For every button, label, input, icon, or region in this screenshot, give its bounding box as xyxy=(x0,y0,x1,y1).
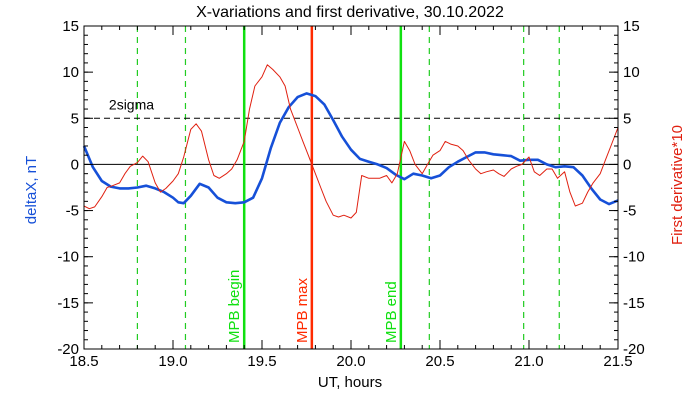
y-tick-label-left-2: 5 xyxy=(71,110,79,127)
x-tick-label-4: 20.5 xyxy=(425,353,454,370)
y-axis-label-right: First derivative*10 xyxy=(669,125,686,245)
marker-label-0: MPB begin xyxy=(226,270,243,343)
x-tick-label-2: 19.5 xyxy=(247,353,276,370)
y-tick-label-left-7: -20 xyxy=(57,341,79,358)
sigma-label: 2sigma xyxy=(109,96,154,112)
y-tick-label-left-4: -5 xyxy=(66,203,79,220)
y-tick-label-right-4: -5 xyxy=(623,203,636,220)
x-tick-label-3: 20.0 xyxy=(336,353,365,370)
y-axis-label-left: deltaX, nT xyxy=(23,156,40,224)
x-tick-label-0: 18.5 xyxy=(69,353,98,370)
y-tick-label-left-0: 15 xyxy=(62,18,79,35)
y-tick-label-right-0: 15 xyxy=(623,18,640,35)
y-tick-label-left-5: -10 xyxy=(57,249,79,266)
y-tick-label-right-5: -10 xyxy=(623,249,645,266)
series-line-derivative xyxy=(83,64,619,219)
y-tick-label-left-3: 0 xyxy=(71,156,79,173)
plot-area: 2sigma MPB begin MPB max MPB end xyxy=(82,26,619,349)
x-tick-label-1: 19.0 xyxy=(158,353,187,370)
marker-label-1: MPB max xyxy=(294,277,311,343)
plot-frame xyxy=(83,25,619,350)
x-tick-label-5: 21.0 xyxy=(514,353,543,370)
y-tick-label-right-7: -20 xyxy=(623,341,645,358)
y-tick-label-right-1: 10 xyxy=(623,64,640,81)
x-axis-label: UT, hours xyxy=(318,374,382,391)
axes: 18.5 19.0 19.5 20.0 20.5 21.0 21.5 15 15 10 10 5 5 0 0… xyxy=(57,18,644,370)
y-tick-label-right-6: -15 xyxy=(623,295,645,312)
series-line-deltaX xyxy=(82,92,619,206)
y-tick-label-right-2: 5 xyxy=(623,110,631,127)
y-tick-label-right-3: 0 xyxy=(623,156,631,173)
marker-label-2: MPB end xyxy=(383,281,400,343)
x-tick-label-6: 21.5 xyxy=(603,353,632,370)
y-tick-label-left-1: 10 xyxy=(62,64,79,81)
chart-title: X-variations and first derivative, 30.10… xyxy=(196,4,504,21)
y-tick-label-left-6: -15 xyxy=(57,295,79,312)
